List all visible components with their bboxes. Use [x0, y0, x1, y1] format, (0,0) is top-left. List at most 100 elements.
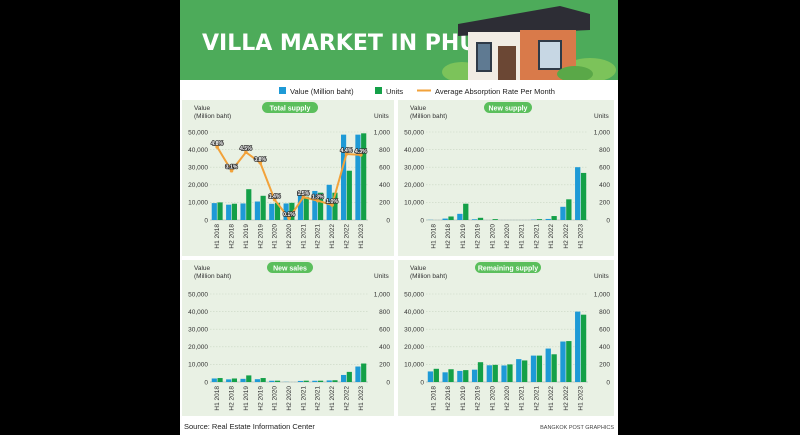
bar-value — [545, 218, 551, 220]
category-label: H1 2019 — [460, 386, 467, 411]
category-label: H2 2019 — [475, 386, 482, 411]
chart-panel-1: Value(Million baht) Units Total supply 0 10,… — [182, 100, 394, 256]
bar-units — [522, 360, 528, 382]
right-tick-label: 200 — [599, 362, 610, 369]
bar-value — [240, 378, 246, 382]
bar-value — [254, 201, 260, 220]
left-tick-label: 50,000 — [188, 291, 208, 298]
category-label: H2 2020 — [504, 386, 511, 411]
left-tick-label: 40,000 — [404, 147, 424, 154]
legend-units-label: Units — [386, 87, 403, 96]
bar-value — [340, 134, 347, 220]
left-axis-title: Value — [410, 265, 427, 272]
left-tick-label: 30,000 — [188, 327, 208, 334]
right-tick-label: 600 — [599, 327, 610, 334]
chart-panel-3: Value(Million baht) Units New sales 0 10,000… — [182, 260, 394, 416]
bar-value — [340, 374, 347, 382]
bar-units — [477, 217, 484, 220]
right-tick-label: 1,000 — [374, 129, 391, 136]
rate-point — [244, 150, 248, 155]
left-tick-label: 30,000 — [188, 165, 208, 172]
villa-house-icon — [442, 6, 616, 82]
bar-value — [226, 379, 232, 382]
bar-units — [246, 375, 252, 382]
rate-label-bg: 4.5% — [240, 146, 252, 152]
bar-units — [536, 219, 543, 220]
bar-units — [448, 369, 454, 382]
bar-value — [211, 378, 217, 382]
right-tick-label: 0 — [386, 379, 390, 386]
left-tick-label: 50,000 — [404, 129, 424, 136]
category-label: H2 2018 — [229, 386, 236, 411]
bar-value — [457, 213, 463, 220]
bar-units — [346, 371, 352, 382]
chart-title: New sales — [273, 266, 307, 273]
rate-point — [229, 168, 234, 173]
left-axis-title-unit: (Million baht) — [410, 273, 447, 280]
bar-units — [332, 380, 338, 382]
left-tick-label: 20,000 — [188, 344, 208, 351]
right-tick-label: 0 — [606, 217, 610, 224]
bar-value — [442, 372, 448, 382]
rate-label-bg: 0.1% — [283, 212, 295, 218]
category-label: H2 2020 — [504, 224, 511, 249]
rate-point — [315, 198, 320, 203]
bar-value — [457, 370, 463, 382]
right-axis-title: Units — [374, 113, 390, 120]
bar-value — [326, 184, 332, 220]
category-label: H1 2022 — [329, 386, 336, 411]
chart-title-pill — [267, 262, 313, 273]
bar-value — [312, 190, 318, 220]
rate-label-bg: 3.8% — [254, 157, 266, 163]
bar-units — [580, 172, 587, 220]
rate-label-bg: 1.4% — [269, 194, 281, 200]
category-label: H1 2021 — [300, 386, 307, 411]
bar-units — [463, 370, 469, 382]
right-tick-label: 600 — [379, 165, 390, 172]
right-tick-label: 200 — [379, 200, 390, 207]
category-label: H1 2019 — [243, 224, 250, 249]
right-tick-label: 600 — [599, 165, 610, 172]
bar-units — [492, 219, 498, 220]
bar-value — [254, 379, 260, 382]
chart-panel-bg — [182, 260, 394, 416]
right-tick-label: 800 — [379, 309, 390, 316]
bar-units — [566, 341, 572, 382]
bar-value — [326, 380, 332, 382]
bar-value — [442, 218, 448, 220]
category-label: H1 2021 — [519, 386, 526, 411]
legend-value-swatch — [279, 87, 286, 94]
category-label: H1 2018 — [214, 386, 221, 411]
chart-title-pill — [475, 262, 541, 273]
bar-units — [332, 192, 338, 220]
left-axis-title-unit: (Million baht) — [194, 273, 231, 280]
bar-value — [355, 134, 361, 220]
bar-units — [448, 216, 454, 220]
right-tick-label: 1,000 — [594, 129, 611, 136]
left-tick-label: 40,000 — [404, 309, 424, 316]
bar-units — [361, 363, 367, 382]
category-label: H1 2023 — [578, 386, 585, 411]
left-axis-title: Value — [410, 105, 427, 112]
right-axis-title: Units — [594, 113, 610, 120]
left-tick-label: 0 — [420, 379, 424, 386]
bar-value — [269, 203, 275, 220]
category-label: H1 2020 — [489, 224, 496, 249]
category-label: H1 2018 — [430, 386, 437, 411]
chart-panel-4: Value(Million baht) Units Remaining supply… — [398, 260, 614, 416]
left-tick-label: 40,000 — [188, 309, 208, 316]
rate-point — [272, 197, 277, 202]
bar-value — [297, 380, 304, 382]
bar-value — [516, 359, 522, 382]
category-label: H1 2023 — [358, 386, 365, 411]
left-axis-title-unit: (Million baht) — [194, 113, 231, 120]
bar-value — [312, 380, 318, 382]
bar-units — [536, 355, 543, 382]
bar-units — [566, 199, 572, 220]
category-label: H2 2022 — [343, 224, 350, 249]
bar-value — [355, 366, 361, 382]
bar-units — [318, 192, 324, 220]
source-note: Source: Real Estate Information Center — [184, 422, 315, 431]
right-tick-label: 800 — [599, 309, 610, 316]
